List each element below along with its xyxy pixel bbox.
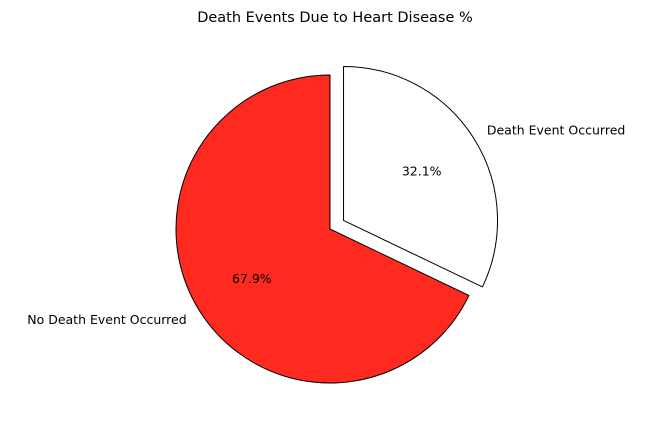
slice-category-label: Death Event Occurred xyxy=(487,123,625,138)
slice-category-label: No Death Event Occurred xyxy=(27,312,186,327)
pie-labels: 67.9% No Death Event Occurred 32.1% Death E… xyxy=(27,123,625,327)
slice-percent-label: 67.9% xyxy=(232,271,272,286)
slice-percent-label: 32.1% xyxy=(402,164,442,179)
pie-slices xyxy=(175,65,499,384)
pie-slice xyxy=(175,74,470,384)
chart-title: Death Events Due to Heart Disease % xyxy=(197,10,473,26)
pie-slice xyxy=(343,65,499,288)
